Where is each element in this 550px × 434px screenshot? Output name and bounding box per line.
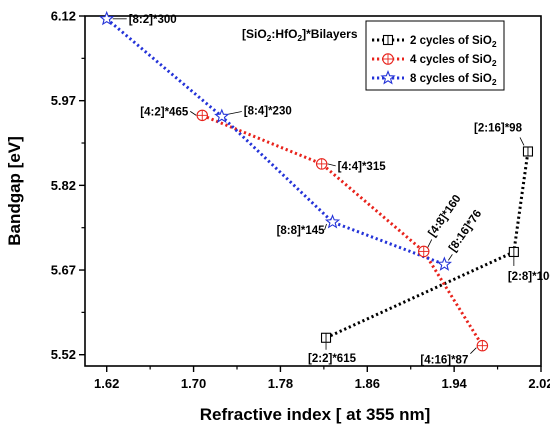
- legend-marker-circle-plus: [382, 53, 394, 65]
- legend-marker-star: [380, 69, 396, 85]
- x-axis-title: Refractive index [ at 355 nm]: [200, 405, 431, 424]
- x-tick-label: 1.70: [181, 376, 206, 391]
- data-point-square: [522, 146, 534, 157]
- data-point-star: [324, 214, 341, 229]
- data-point-circle-plus: [315, 158, 328, 170]
- data-point-square: [320, 332, 332, 343]
- data-label: [8:4]*230: [244, 105, 292, 117]
- data-point-star: [99, 10, 115, 26]
- series-markers: [99, 10, 534, 352]
- data-label: [8:8]*145: [277, 225, 326, 237]
- axis-ticks: 1.62 1.70 1.78 1.86 1.94 2.02 5.52 5.67 5.82 5.97…: [51, 9, 550, 392]
- annotation-leader: [448, 254, 453, 261]
- x-tick-label: 2.02: [528, 376, 550, 391]
- y-tick-label: 6.12: [51, 9, 76, 24]
- annotation-leader: [427, 239, 433, 248]
- data-label: [4:16]*87: [420, 355, 468, 367]
- legend-marker-square: [382, 34, 394, 46]
- series-line-1: [325, 151, 530, 340]
- y-tick-label: 5.97: [51, 93, 76, 108]
- legend: 2 cycles of SiO2 4 cycles of SiO2 8 cycles…: [365, 20, 505, 91]
- x-tick-label: 1.86: [355, 376, 380, 391]
- data-label: [2:16]*98: [474, 122, 523, 134]
- x-tick-label: 1.94: [441, 376, 467, 391]
- x-tick-label: 1.62: [94, 376, 119, 391]
- annotation-leader: [226, 111, 242, 115]
- annotation-leader: [190, 111, 197, 116]
- y-tick-label: 5.82: [51, 178, 76, 193]
- data-label: [4:2]*465: [140, 106, 189, 118]
- data-point-square: [508, 246, 519, 258]
- plot-frame: [84, 15, 542, 367]
- legend-label: 4 cycles of SiO2: [410, 54, 497, 68]
- data-point-circle-plus: [417, 245, 430, 258]
- x-tick-label: 1.78: [268, 376, 293, 391]
- data-point-circle-plus: [196, 109, 209, 122]
- data-label: [8:2]*300: [129, 14, 177, 26]
- annotation-leader: [324, 223, 327, 231]
- series-line-2: [201, 113, 484, 347]
- annotation-leader: [519, 137, 525, 146]
- data-point-star: [436, 256, 452, 271]
- legend-label: 8 cycles of SiO2: [410, 73, 497, 87]
- chart-title: [SiO2:HfO2]*Bilayers: [242, 27, 358, 43]
- annotation-leader: [327, 163, 336, 167]
- y-tick-label: 5.67: [51, 263, 76, 278]
- y-tick-label: 5.52: [51, 347, 76, 362]
- data-label: [2:8]*100: [508, 271, 550, 283]
- data-point-star: [214, 108, 230, 123]
- data-label: [2:2]*615: [308, 353, 357, 365]
- series-line-3: [105, 17, 445, 266]
- annotation-leader: [470, 347, 477, 354]
- legend-label: 2 cycles of SiO2: [410, 35, 497, 49]
- y-axis-title: Bandgap [eV]: [5, 136, 24, 246]
- data-label: [4:4]*315: [338, 161, 387, 173]
- data-point-circle-plus: [476, 339, 489, 352]
